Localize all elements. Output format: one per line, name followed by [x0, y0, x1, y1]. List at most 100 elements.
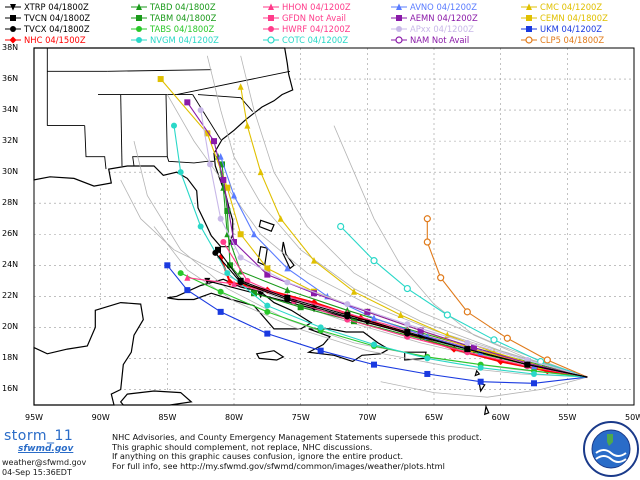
- track-point: [177, 169, 184, 176]
- legend-marker-icon: [131, 37, 147, 43]
- track-point: [351, 288, 357, 295]
- track-point: [543, 356, 551, 364]
- legend-label: CLP5 04/1800Z: [540, 35, 605, 45]
- coastline-land: [33, 47, 490, 416]
- legend-label: AEMN 04/1200Z: [410, 13, 478, 23]
- landmass: [474, 369, 481, 377]
- track-ukm: [164, 262, 588, 387]
- ensemble-track-line: [240, 55, 588, 378]
- track-line: [222, 241, 588, 378]
- track-point: [490, 336, 498, 344]
- track-point: [171, 122, 177, 129]
- track-point: [164, 262, 171, 269]
- legend-label: NVGM 04/1200Z: [150, 35, 219, 45]
- track-point: [237, 254, 244, 261]
- track-point: [264, 308, 271, 315]
- state-border: [192, 94, 222, 140]
- legend-marker-icon: [5, 26, 21, 32]
- track-point: [503, 334, 511, 342]
- legend-label: NHC 04/1500Z: [24, 35, 86, 45]
- track-point: [284, 279, 291, 286]
- track-point: [397, 311, 404, 318]
- track-point: [477, 364, 484, 371]
- lon-label: 85W: [158, 413, 177, 422]
- track-point: [423, 238, 431, 246]
- track-point: [531, 370, 537, 377]
- track-point: [251, 290, 257, 297]
- state-borders: [46, 48, 291, 170]
- track-point: [237, 83, 244, 90]
- lon-label: 95W: [25, 413, 44, 422]
- legend-marker-icon: [391, 26, 407, 32]
- lon-label: 80W: [225, 413, 244, 422]
- legend-marker-icon: [5, 4, 21, 11]
- track-point: [370, 257, 378, 265]
- track-point: [231, 239, 237, 246]
- legend-label: TABD 04/1800Z: [150, 2, 216, 12]
- landmass: [255, 350, 285, 361]
- legend-label: COTC 04/1200Z: [282, 35, 349, 45]
- model-legend: XTRP 04/1800Z TABD 04/1800Z HHON 04/1200Z A…: [0, 0, 640, 46]
- track-point: [337, 222, 345, 231]
- lat-label: 26N: [2, 229, 19, 239]
- track-point: [212, 249, 219, 256]
- track-point: [317, 347, 324, 354]
- lat-label: 36N: [2, 74, 19, 84]
- track-point: [464, 346, 471, 353]
- track-point: [423, 215, 431, 223]
- track-point: [219, 161, 225, 168]
- track-point: [220, 239, 227, 246]
- track-nvgm: [171, 122, 588, 378]
- legend-marker-icon: [131, 26, 147, 32]
- track-point: [237, 231, 244, 238]
- disclaimer-line: NHC Advisories, and County Emergency Man…: [112, 432, 482, 442]
- disclaimer-link[interactable]: For full info, see http://my.sfwmd.gov/s…: [112, 460, 445, 471]
- track-point: [344, 313, 351, 320]
- track-line: [220, 156, 588, 378]
- state-border: [120, 94, 123, 167]
- legend-label: TVCN 04/1800Z: [24, 13, 91, 23]
- track-point: [371, 314, 377, 322]
- legend-marker-icon: [131, 15, 147, 21]
- track-point: [264, 271, 271, 278]
- legend-marker-icon: [391, 3, 407, 10]
- lat-label: 38N: [2, 43, 19, 52]
- track-point: [531, 380, 537, 387]
- legend-marker-icon: [521, 15, 537, 21]
- landmass: [281, 241, 295, 270]
- legend-label: HHON 04/1200Z: [282, 2, 351, 12]
- lat-label: 20N: [2, 322, 19, 332]
- track-point: [371, 361, 377, 368]
- track-line: [214, 252, 588, 378]
- track-point: [264, 302, 271, 309]
- brand-email[interactable]: weather@sfwmd.gov: [2, 458, 87, 467]
- track-point: [477, 348, 484, 356]
- legend-label: AVNO 04/1200Z: [410, 2, 477, 12]
- legend-marker-icon: [263, 3, 279, 10]
- ensemble-track-line: [206, 55, 588, 378]
- map-border: [33, 47, 635, 406]
- legend-label: CEMN 04/1800Z: [540, 13, 608, 23]
- track-point: [284, 296, 291, 303]
- lon-label: 65W: [425, 413, 444, 422]
- lat-label: 34N: [2, 105, 19, 115]
- track-tvcx: [212, 249, 588, 378]
- track-point: [217, 288, 224, 295]
- track-point: [284, 264, 291, 272]
- track-point: [417, 327, 424, 334]
- track-point: [424, 355, 431, 362]
- track-apxx: [197, 107, 588, 378]
- track-point: [403, 284, 411, 293]
- brand-subtitle-link[interactable]: sfwmd.gov: [18, 444, 74, 454]
- track-point: [371, 341, 377, 348]
- track-point: [317, 324, 324, 331]
- track-point: [524, 361, 531, 368]
- track-point: [404, 330, 411, 337]
- track-point: [157, 76, 164, 83]
- disclaimer-box: NHC Advisories, and County Emergency Man…: [106, 432, 576, 476]
- track-point: [424, 370, 431, 377]
- track-point: [251, 230, 257, 238]
- state-border: [132, 94, 168, 167]
- ensemble-track-line: [166, 94, 588, 378]
